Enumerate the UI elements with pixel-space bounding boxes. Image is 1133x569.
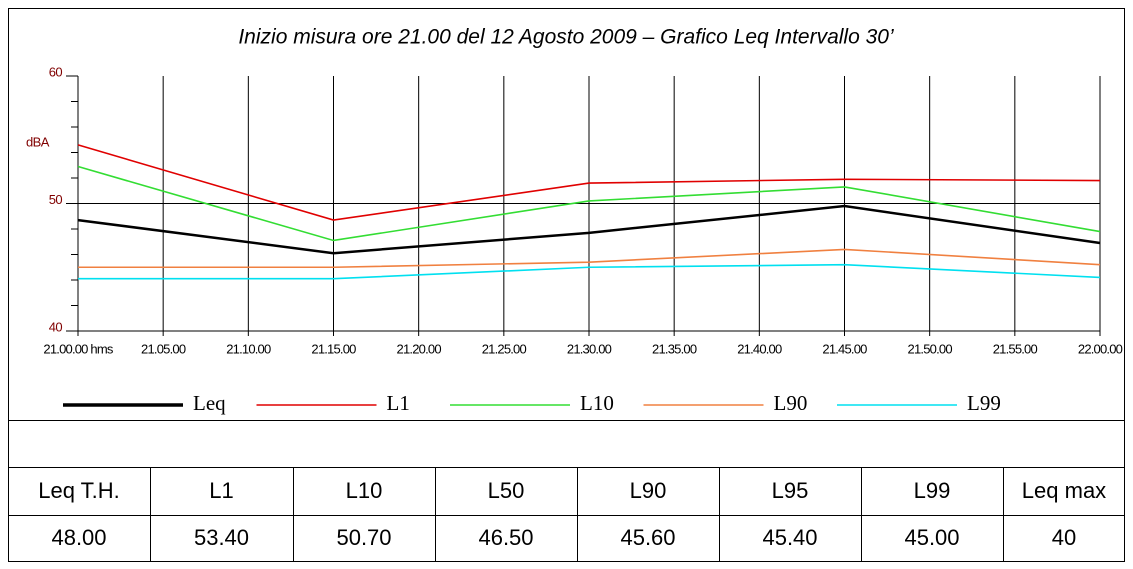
outer-border [8, 8, 1125, 562]
table-header: L95 [772, 478, 809, 503]
series-line [77, 144, 1101, 221]
y-axis-label: dBA [26, 134, 50, 149]
x-tick-label: 21.30.00 [567, 341, 612, 356]
x-tick-label: 21.50.00 [908, 341, 953, 356]
legend-label: L99 [967, 391, 1001, 415]
table-header: Leq max [1022, 478, 1106, 503]
x-tick-label: 21.25.00 [482, 341, 527, 356]
x-tick-label: 21.55.00 [993, 341, 1038, 356]
table-header: L50 [488, 478, 525, 503]
y-tick-label: 60 [49, 64, 63, 79]
table-header: Leq T.H. [38, 478, 120, 503]
table-cell: 53.40 [194, 525, 249, 550]
table-cell: 50.70 [336, 525, 391, 550]
series-line [78, 248, 1101, 269]
legend-label: L10 [580, 391, 614, 415]
table-header: L99 [914, 478, 951, 503]
table-header: L90 [630, 478, 667, 503]
chart-title: Inizio misura ore 21.00 del 12 Agosto 20… [238, 26, 894, 49]
x-tick-label: 22.00.00 [1078, 341, 1123, 356]
series-line [77, 165, 1101, 242]
x-tick-label: 21.00.00 hms [43, 341, 113, 356]
table-cell: 45.60 [620, 525, 675, 550]
x-tick-label: 21.05.00 [141, 341, 186, 356]
table-header: L10 [346, 478, 383, 503]
x-tick-label: 21.20.00 [397, 341, 442, 356]
series-line [77, 204, 1101, 255]
y-tick-label: 40 [49, 319, 63, 334]
x-tick-label: 21.15.00 [311, 341, 356, 356]
table-cell: 40 [1052, 525, 1076, 550]
x-tick-label: 21.45.00 [822, 341, 867, 356]
x-tick-label: 21.40.00 [737, 341, 782, 356]
table-cell: 45.00 [904, 525, 959, 550]
legend-label: Leq [193, 391, 226, 415]
series-line [78, 263, 1101, 280]
table-cell: 48.00 [51, 525, 106, 550]
legend-label: L90 [774, 391, 808, 415]
table-cell: 45.40 [762, 525, 817, 550]
y-tick-label: 50 [49, 192, 63, 207]
x-tick-label: 21.35.00 [652, 341, 697, 356]
table-cell: 46.50 [478, 525, 533, 550]
table-header: L1 [209, 478, 233, 503]
x-tick-label: 21.10.00 [226, 341, 271, 356]
legend-label: L1 [387, 391, 410, 415]
